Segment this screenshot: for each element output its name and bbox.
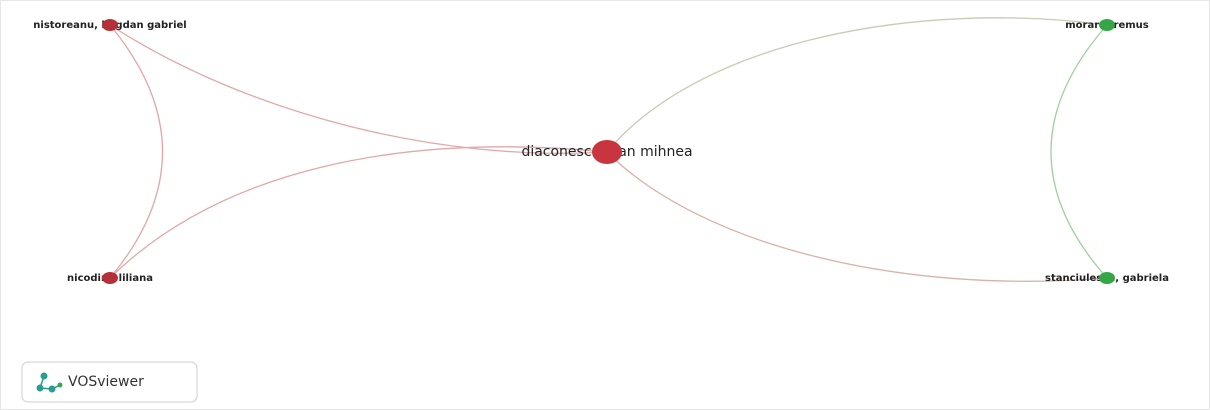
logo-text: VOSviewer	[68, 374, 144, 390]
node[interactable]	[102, 272, 118, 284]
node[interactable]	[1099, 19, 1115, 31]
edge	[109, 146, 608, 279]
edge	[606, 17, 1108, 153]
logo-icon	[36, 372, 63, 393]
edge	[109, 24, 608, 154]
logo: VOSviewer	[21, 361, 198, 403]
edge	[1050, 24, 1108, 279]
edge	[606, 151, 1108, 282]
node[interactable]	[102, 19, 118, 31]
edge	[109, 24, 164, 279]
logo-box	[21, 361, 198, 403]
node[interactable]	[1099, 272, 1115, 284]
node[interactable]	[592, 140, 622, 164]
